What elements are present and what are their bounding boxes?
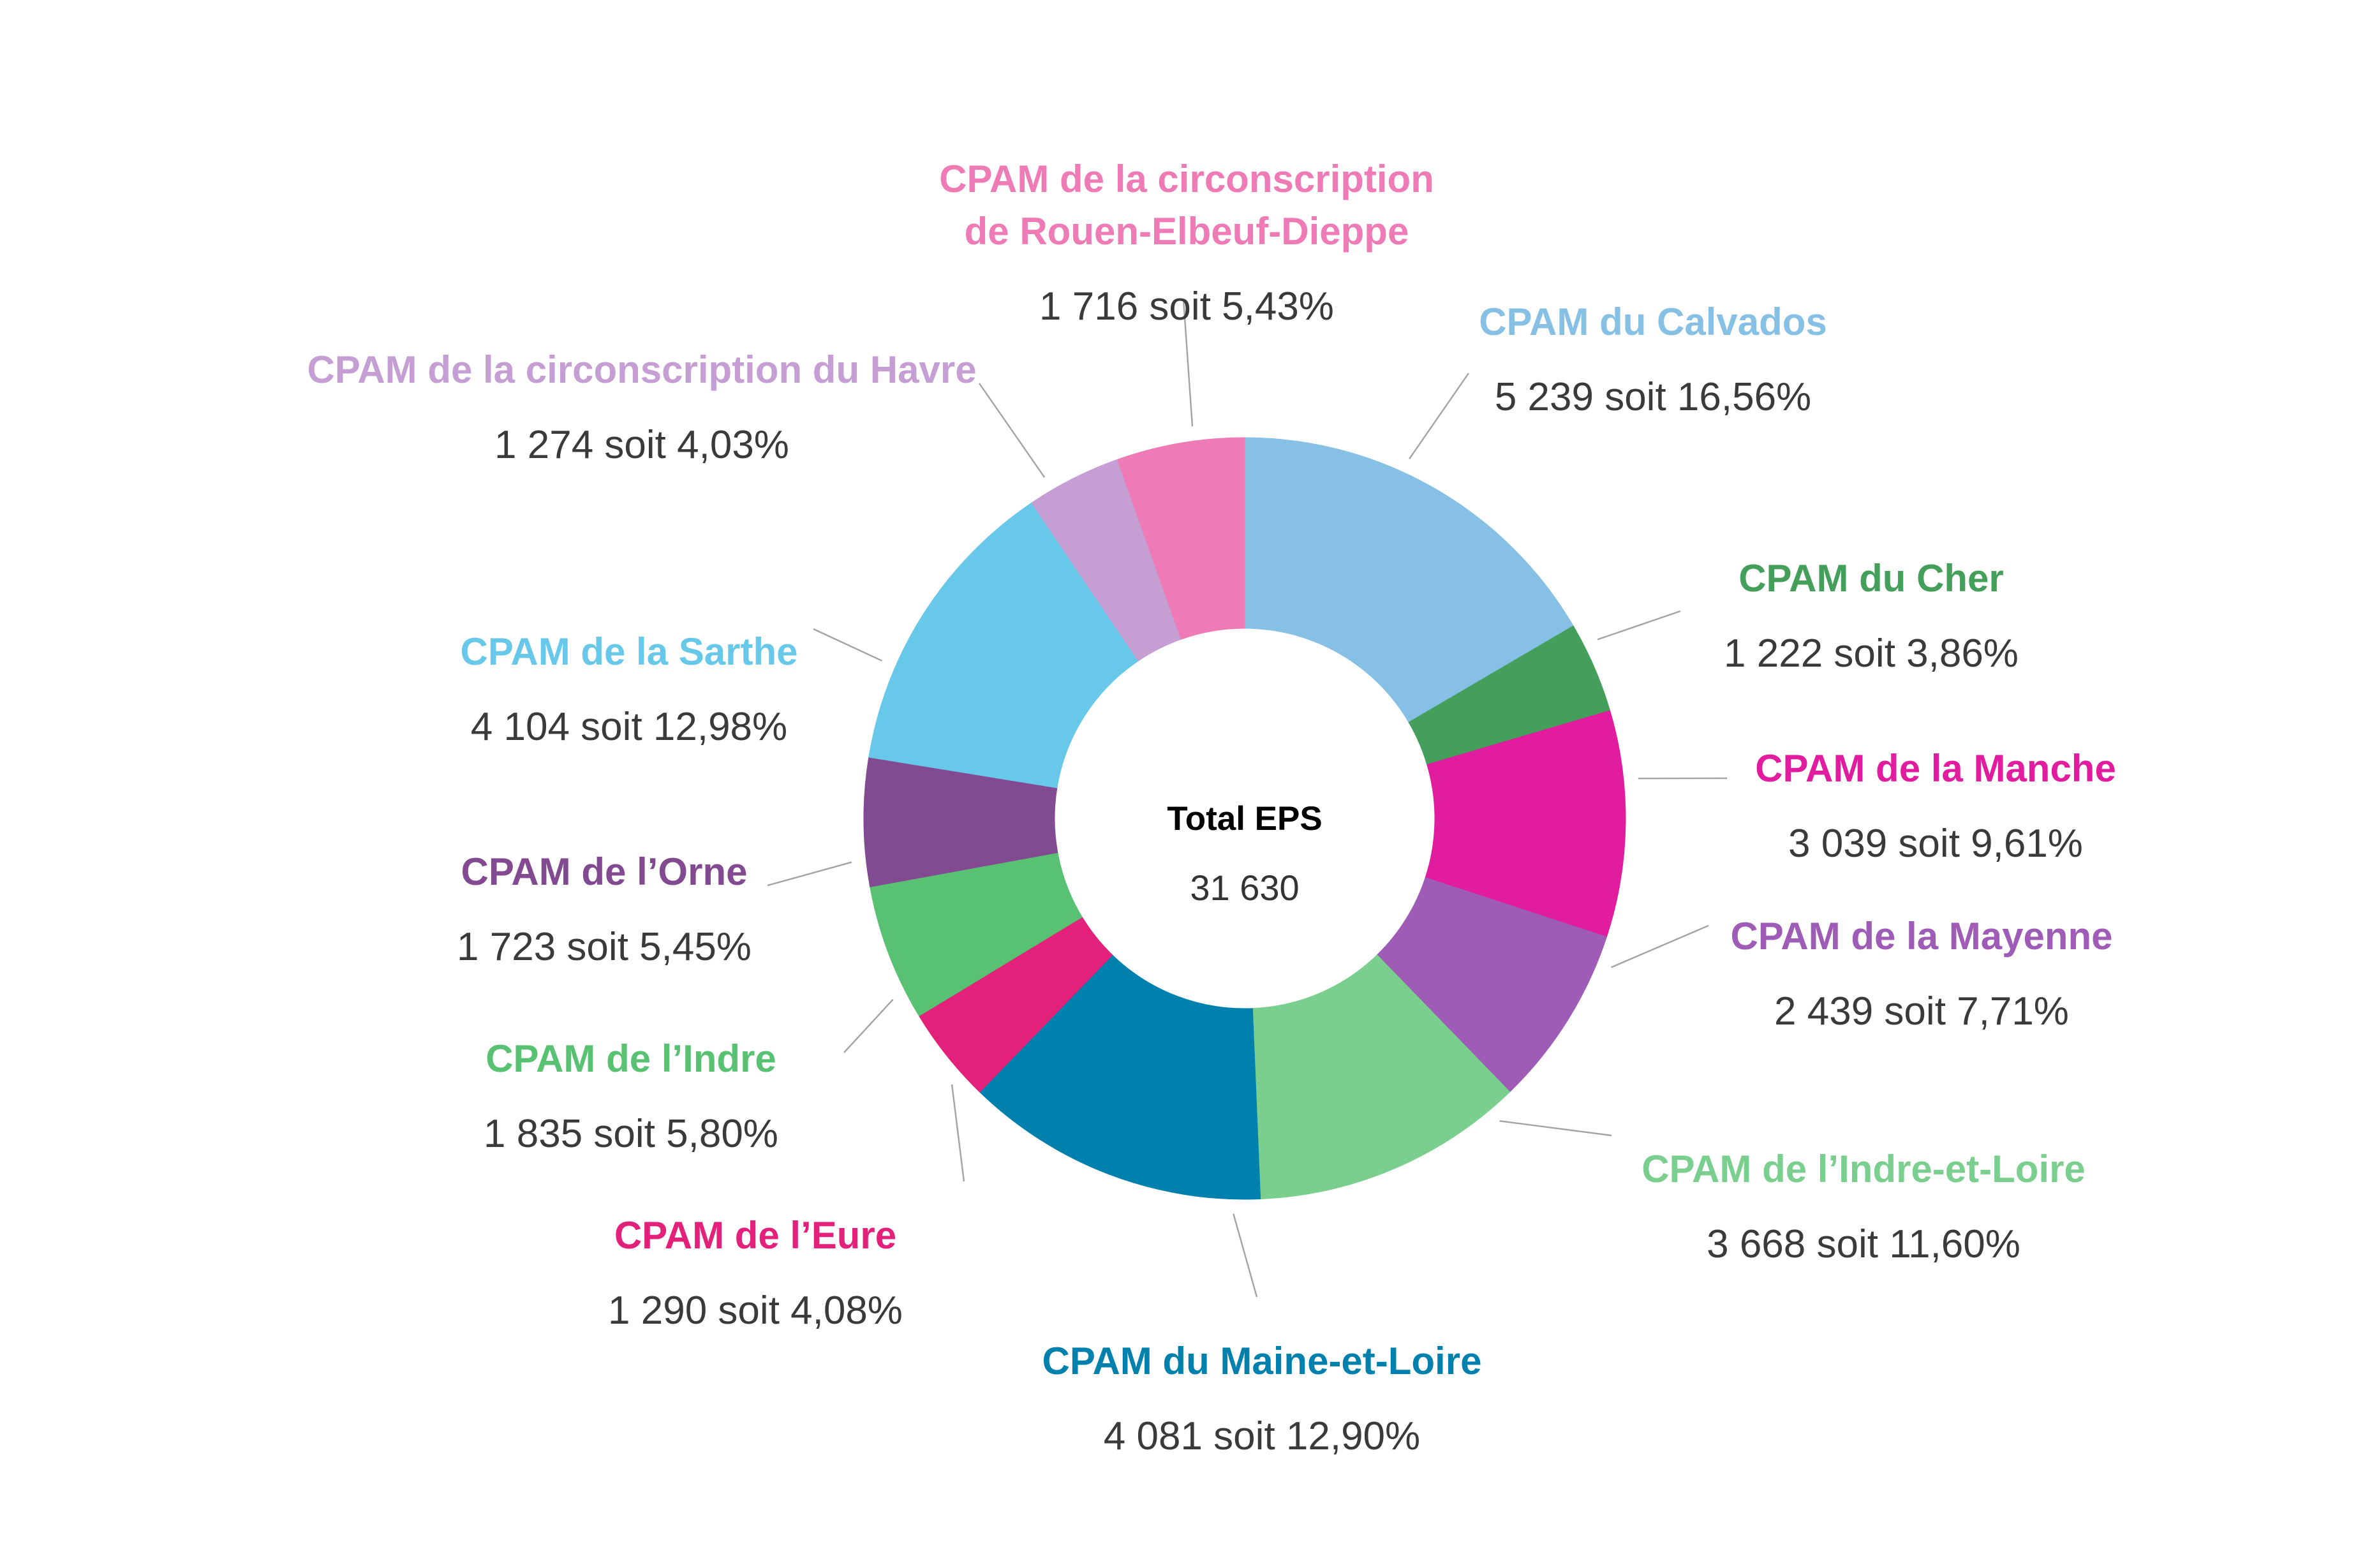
label-mayenne-value: 2 439 soit 7,71% xyxy=(1774,989,2069,1033)
label-cher: CPAM du Cher 1 222 soit 3,86% xyxy=(1724,529,2019,703)
slice-cpam-du-maine-et-loire xyxy=(979,954,1261,1200)
label-calvados-value: 5 239 soit 16,56% xyxy=(1494,375,1812,419)
label-rouen-elbeuf-dieppe-name: CPAM de la circonscription de Rouen-Elbe… xyxy=(939,158,1434,253)
label-rouen-elbeuf-dieppe: CPAM de la circonscription de Rouen-Elbe… xyxy=(939,130,1434,356)
label-orne: CPAM de l’Orne 1 723 soit 5,45% xyxy=(457,823,752,996)
label-cher-value: 1 222 soit 3,86% xyxy=(1724,632,2019,676)
leader-line-cpam-du-cher xyxy=(1597,610,1681,640)
leader-line-cpam-du-calvados xyxy=(1409,373,1469,459)
label-orne-value: 1 723 soit 5,45% xyxy=(457,925,752,969)
label-manche: CPAM de la Manche 3 039 soit 9,61% xyxy=(1755,720,2116,893)
center-total-value: 31 630 xyxy=(1190,868,1300,908)
label-sarthe: CPAM de la Sarthe 4 104 soit 12,98% xyxy=(460,603,797,776)
label-rouen-elbeuf-dieppe-value: 1 716 soit 5,43% xyxy=(1039,285,1334,329)
label-cher-name: CPAM du Cher xyxy=(1738,557,2004,600)
leader-line-cpam-de-la-circonscription-du-havre xyxy=(979,383,1046,478)
label-sarthe-name: CPAM de la Sarthe xyxy=(460,630,798,673)
leader-line-cpam-du-maine-et-loire xyxy=(1233,1213,1258,1298)
label-manche-name: CPAM de la Manche xyxy=(1755,747,2116,790)
leader-line-cpam-de-l-orne xyxy=(767,861,852,887)
slice-cpam-de-la-circonscription-de-rouen-elbeuf-dieppe xyxy=(1116,437,1245,640)
leader-line-cpam-de-l-eure xyxy=(951,1084,965,1182)
leader-line-cpam-de-la-circonscription-de-rouen-elbeuf-dieppe xyxy=(1182,299,1194,427)
label-indre-value: 1 835 soit 5,80% xyxy=(484,1112,778,1156)
label-eure: CPAM de l’Eure 1 290 soit 4,08% xyxy=(608,1187,903,1360)
leader-line-cpam-de-l-indre xyxy=(843,998,894,1053)
leader-line-cpam-de-la-sarthe xyxy=(813,628,882,662)
label-calvados: CPAM du Calvados 5 239 soit 16,56% xyxy=(1479,273,1827,447)
donut-slices xyxy=(863,437,1626,1200)
label-havre-value: 1 274 soit 4,03% xyxy=(494,423,789,467)
label-indre-et-loire: CPAM de l’Indre-et-Loire 3 668 soit 11,6… xyxy=(1642,1120,2086,1294)
label-indre-name: CPAM de l’Indre xyxy=(485,1037,776,1080)
slice-cpam-de-la-manche xyxy=(1425,710,1626,938)
label-indre-et-loire-value: 3 668 soit 11,60% xyxy=(1707,1222,2020,1266)
label-mayenne: CPAM de la Mayenne 2 439 soit 7,71% xyxy=(1730,887,2112,1061)
label-sarthe-value: 4 104 soit 12,98% xyxy=(470,705,788,749)
label-eure-value: 1 290 soit 4,08% xyxy=(608,1289,903,1333)
label-calvados-name: CPAM du Calvados xyxy=(1479,300,1827,343)
label-manche-value: 3 039 soit 9,61% xyxy=(1788,822,2083,866)
label-eure-name: CPAM de l’Eure xyxy=(614,1214,897,1257)
label-maine-et-loire-value: 4 081 soit 12,90% xyxy=(1103,1414,1421,1458)
label-havre-name: CPAM de la circonscription du Havre xyxy=(307,348,977,391)
slice-cpam-de-la-sarthe xyxy=(868,502,1139,788)
label-maine-et-loire: CPAM du Maine-et-Loire 4 081 soit 12,90% xyxy=(1042,1312,1482,1486)
leader-line-cpam-de-l-indre-et-loire xyxy=(1499,1120,1612,1137)
slice-cpam-de-l-indre-et-loire xyxy=(1252,954,1511,1200)
slice-cpam-du-calvados xyxy=(1244,437,1574,723)
leader-line-cpam-de-la-mayenne xyxy=(1610,924,1709,968)
label-indre: CPAM de l’Indre 1 835 soit 5,80% xyxy=(484,1010,778,1183)
label-maine-et-loire-name: CPAM du Maine-et-Loire xyxy=(1042,1340,1482,1382)
label-mayenne-name: CPAM de la Mayenne xyxy=(1730,915,2113,958)
center-label: Total EPS 31 630 xyxy=(1167,773,1322,934)
label-indre-et-loire-name: CPAM de l’Indre-et-Loire xyxy=(1642,1148,2086,1190)
label-havre: CPAM de la circonscription du Havre 1 27… xyxy=(307,321,976,494)
leader-lines xyxy=(767,299,1728,1298)
center-title: Total EPS xyxy=(1167,800,1323,838)
label-orne-name: CPAM de l’Orne xyxy=(461,850,748,893)
